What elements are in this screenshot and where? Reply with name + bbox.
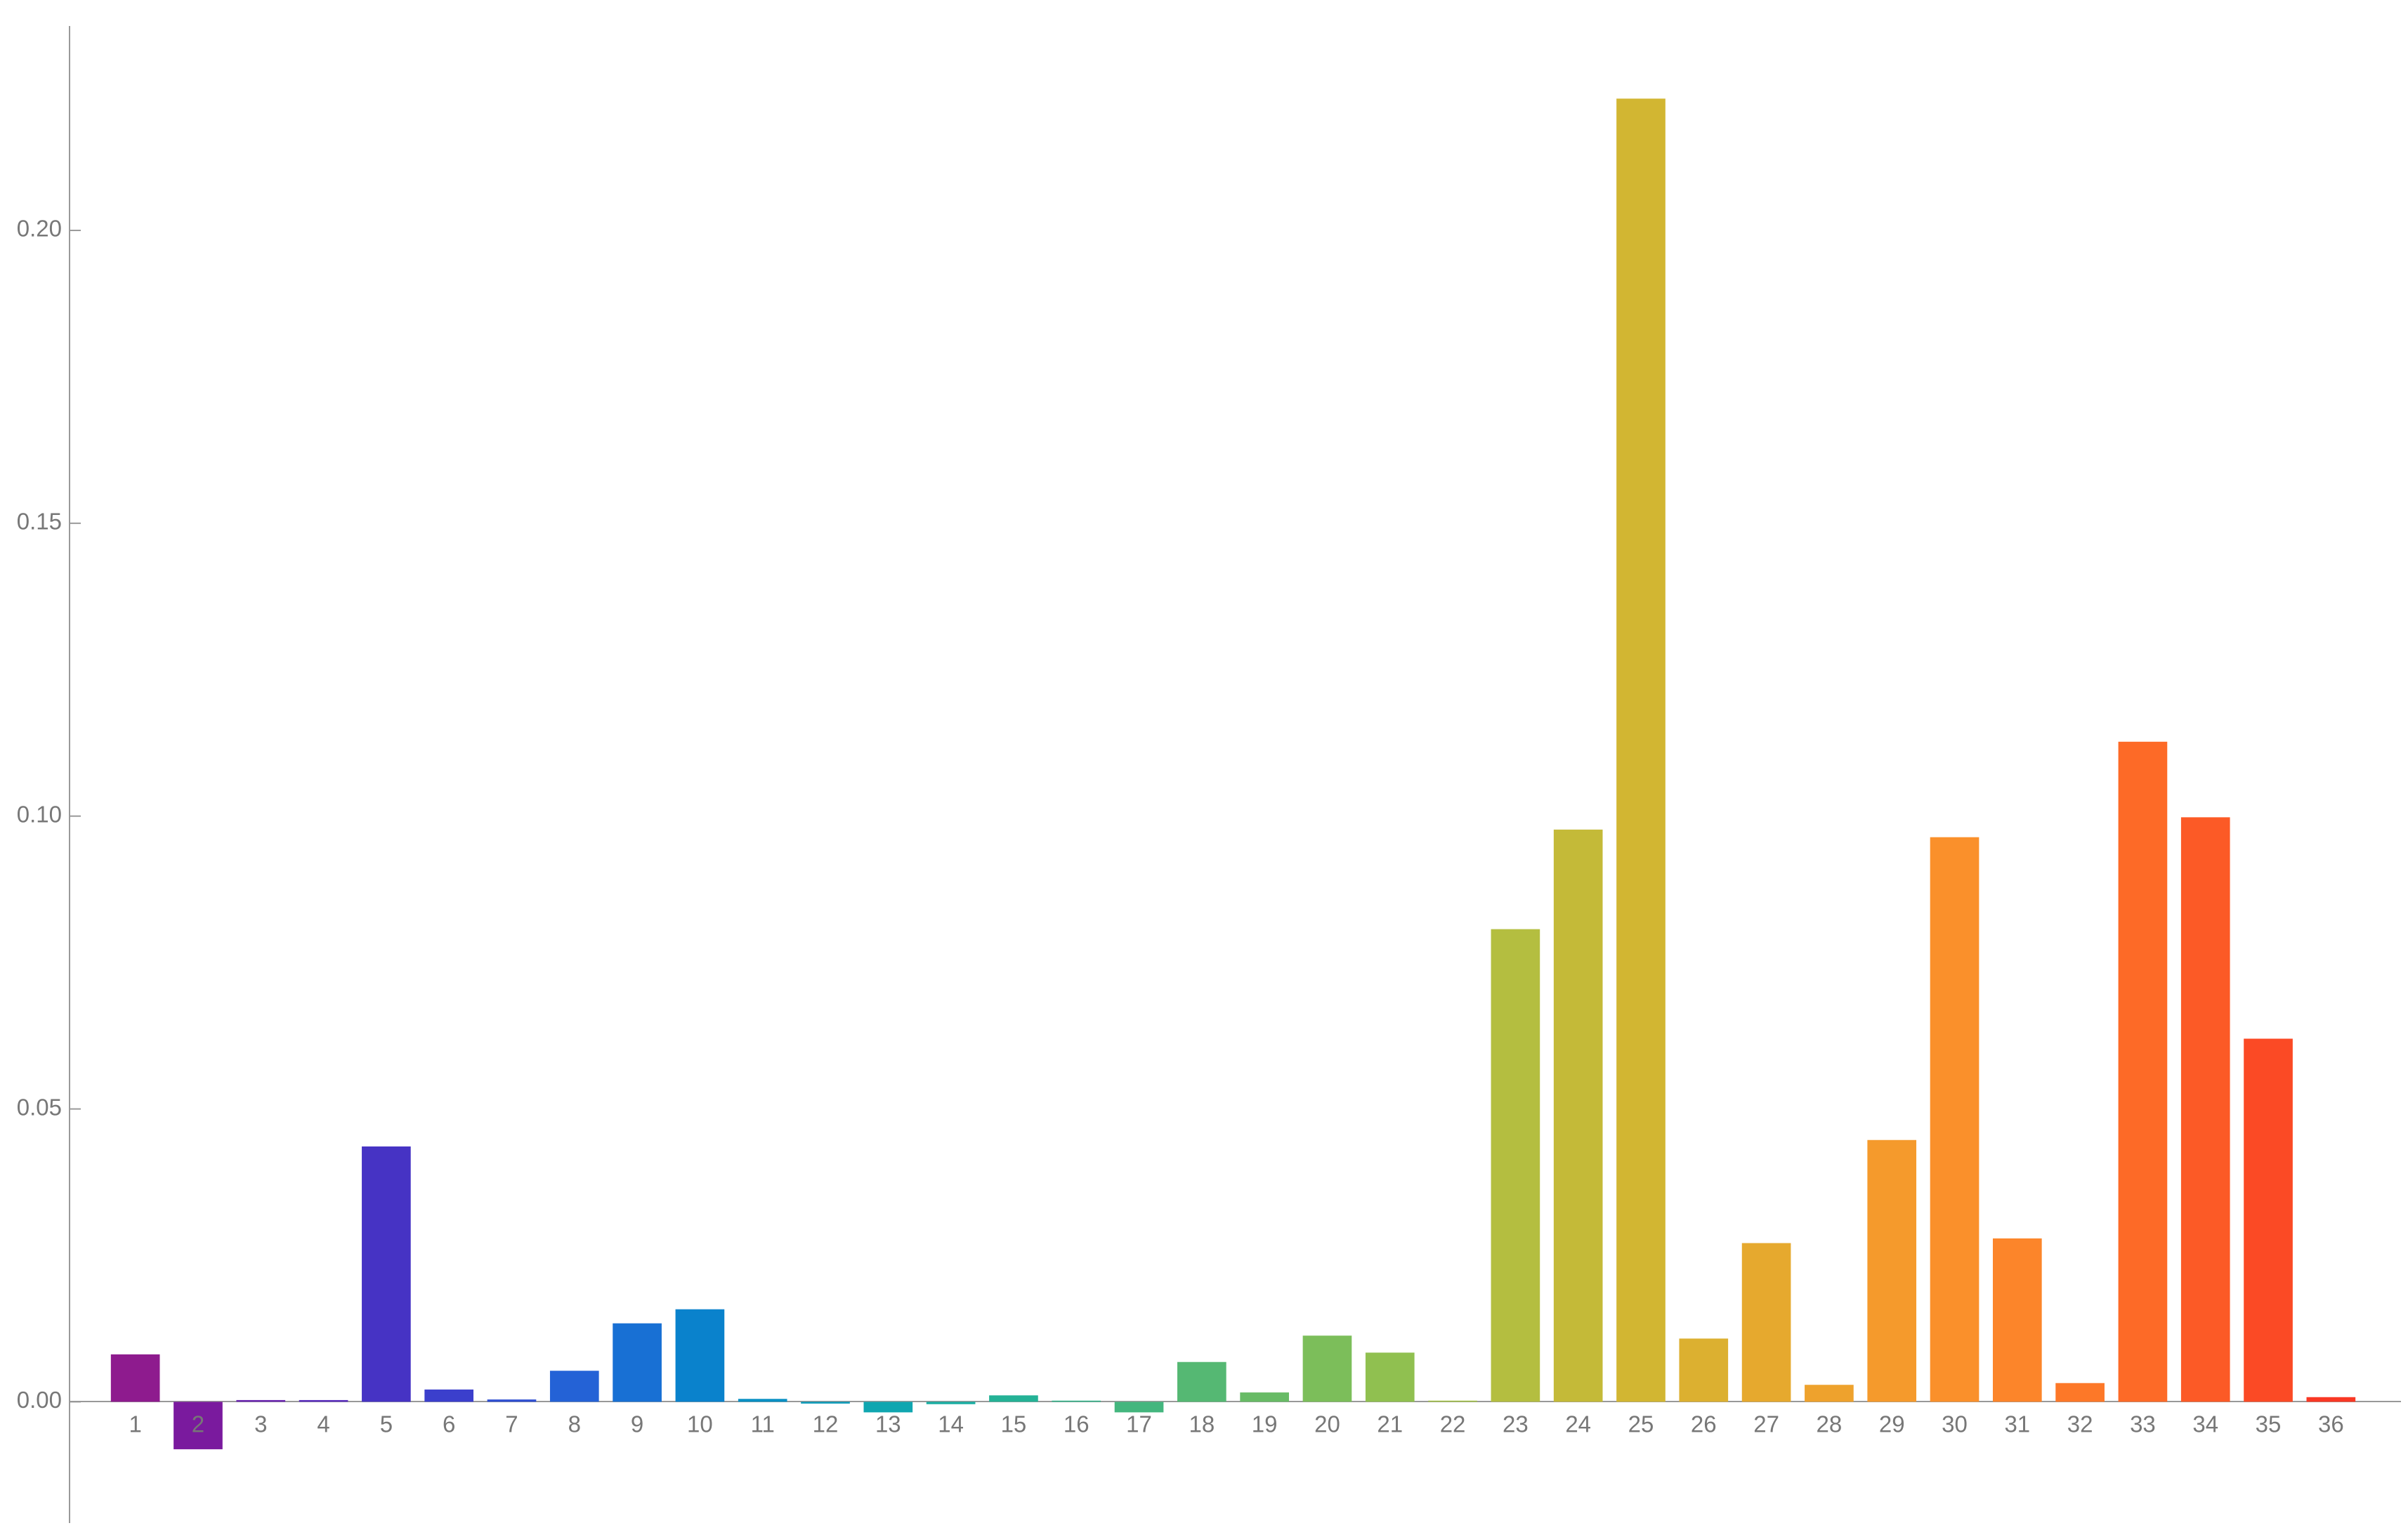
bar bbox=[1240, 1392, 1289, 1402]
x-tick-label: 19 bbox=[1252, 1411, 1278, 1437]
x-tick-label: 3 bbox=[254, 1411, 267, 1437]
bar bbox=[989, 1395, 1038, 1402]
x-tick-label: 15 bbox=[1001, 1411, 1027, 1437]
bar bbox=[675, 1309, 725, 1402]
bar bbox=[110, 1354, 160, 1402]
bar bbox=[1741, 1243, 1791, 1402]
y-tick-label: 0.10 bbox=[17, 801, 62, 827]
bar bbox=[1302, 1335, 1352, 1402]
bar bbox=[2055, 1383, 2105, 1402]
x-tick-label: 35 bbox=[2256, 1411, 2282, 1437]
bar bbox=[2118, 741, 2168, 1402]
x-tick-label: 20 bbox=[1314, 1411, 1340, 1437]
y-tick-label: 0.00 bbox=[17, 1387, 62, 1413]
y-tick-label: 0.05 bbox=[17, 1094, 62, 1120]
x-tick-label: 7 bbox=[505, 1411, 518, 1437]
x-tick-label: 13 bbox=[875, 1411, 901, 1437]
x-tick-label: 24 bbox=[1565, 1411, 1591, 1437]
bar bbox=[1365, 1352, 1415, 1402]
x-tick-label: 34 bbox=[2192, 1411, 2218, 1437]
x-tick-label: 18 bbox=[1189, 1411, 1215, 1437]
x-tick-label: 9 bbox=[631, 1411, 643, 1437]
bar bbox=[1052, 1400, 1101, 1402]
bar bbox=[362, 1146, 411, 1402]
bar bbox=[801, 1402, 850, 1404]
bar bbox=[1177, 1361, 1226, 1402]
x-tick-label: 1 bbox=[129, 1411, 141, 1437]
y-tick-label: 0.20 bbox=[17, 216, 62, 242]
x-tick-label: 6 bbox=[443, 1411, 455, 1437]
bar bbox=[1930, 837, 1980, 1402]
x-tick-label: 28 bbox=[1817, 1411, 1843, 1437]
bar bbox=[1867, 1139, 1917, 1402]
x-tick-label: 11 bbox=[751, 1411, 775, 1437]
x-tick-label: 4 bbox=[317, 1411, 329, 1437]
bar bbox=[2306, 1397, 2356, 1402]
x-tick-label: 27 bbox=[1753, 1411, 1779, 1437]
bar bbox=[549, 1371, 599, 1402]
x-tick-label: 10 bbox=[687, 1411, 713, 1437]
bar bbox=[236, 1399, 286, 1402]
bar bbox=[2180, 817, 2230, 1402]
bar bbox=[1428, 1400, 1477, 1402]
bar bbox=[613, 1323, 662, 1402]
x-tick-label: 17 bbox=[1126, 1411, 1152, 1437]
x-tick-label: 14 bbox=[938, 1411, 964, 1437]
bar bbox=[1491, 929, 1540, 1402]
bar bbox=[1679, 1338, 1729, 1402]
y-tick-label: 0.15 bbox=[17, 509, 62, 535]
bar bbox=[424, 1389, 474, 1402]
bar bbox=[1805, 1385, 1854, 1402]
x-tick-label: 26 bbox=[1691, 1411, 1717, 1437]
x-tick-label: 12 bbox=[813, 1411, 839, 1437]
bar bbox=[863, 1402, 913, 1413]
bar bbox=[2244, 1038, 2293, 1402]
bar bbox=[1992, 1238, 2042, 1402]
bar bbox=[1114, 1402, 1164, 1413]
x-tick-label: 25 bbox=[1628, 1411, 1654, 1437]
x-tick-label: 29 bbox=[1879, 1411, 1905, 1437]
x-tick-label: 30 bbox=[1942, 1411, 1968, 1437]
x-tick-label: 2 bbox=[192, 1411, 204, 1437]
bar bbox=[1553, 829, 1603, 1402]
x-tick-label: 8 bbox=[568, 1411, 581, 1437]
bar bbox=[174, 1402, 223, 1449]
x-tick-label: 33 bbox=[2130, 1411, 2156, 1437]
x-tick-label: 21 bbox=[1377, 1411, 1403, 1437]
bar bbox=[926, 1402, 976, 1404]
x-tick-label: 32 bbox=[2067, 1411, 2093, 1437]
x-tick-label: 36 bbox=[2318, 1411, 2344, 1437]
x-tick-label: 16 bbox=[1064, 1411, 1090, 1437]
x-tick-label: 5 bbox=[380, 1411, 393, 1437]
bar bbox=[299, 1399, 348, 1402]
x-tick-label: 31 bbox=[2004, 1411, 2030, 1437]
x-tick-label: 22 bbox=[1440, 1411, 1466, 1437]
bar bbox=[738, 1399, 787, 1402]
bar bbox=[1616, 98, 1666, 1402]
x-tick-label: 23 bbox=[1503, 1411, 1529, 1437]
bar bbox=[487, 1399, 537, 1402]
